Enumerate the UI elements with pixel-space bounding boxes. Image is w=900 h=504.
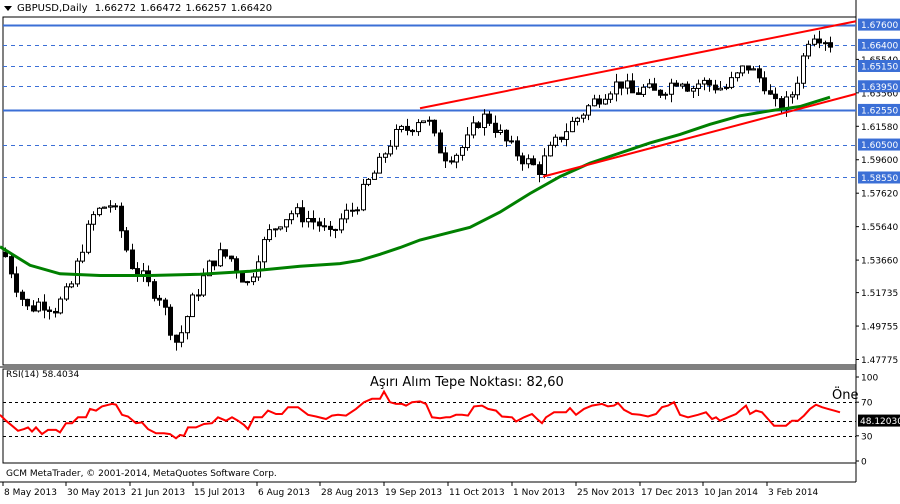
rsi-panel: 100 70 30 0 48.12030	[0, 374, 900, 468]
rsi-tick-label: 100	[861, 374, 878, 384]
moving-average-line	[0, 95, 831, 277]
ohlc-close: 1.66420	[230, 3, 273, 14]
level-price-label: 1.65150	[861, 62, 898, 72]
time-tick-label: 25 Nov 2013	[577, 488, 635, 498]
time-tick-label: 3 Feb 2014	[768, 488, 819, 498]
rsi-tick-label: 30	[861, 432, 873, 442]
price-tick-label: 1.59600	[861, 156, 898, 166]
level-price-tag	[858, 171, 900, 184]
horizontal-levels	[3, 24, 856, 178]
ohlc-low: 1.66257	[185, 3, 227, 14]
price-tick-label: 1.53660	[861, 257, 898, 267]
copyright-text: GCM MetaTrader, © 2001-2014, MetaQuotes …	[6, 469, 277, 479]
rsi-label: RSI(14) 58.4034	[6, 370, 80, 380]
trendline[interactable]	[419, 20, 857, 110]
candlesticks[interactable]	[3, 30, 833, 351]
rsi-line	[0, 389, 841, 440]
ohlc-open: 1.66272	[94, 3, 137, 14]
time-tick-label: 17 Dec 2013	[641, 488, 699, 498]
level-price-tag	[858, 38, 900, 51]
price-panel-frame	[2, 16, 857, 366]
level-price-tag	[858, 59, 900, 72]
time-tick-label: 8 May 2013	[4, 488, 57, 498]
rsi-tick-label: 0	[861, 458, 867, 468]
price-tick-label: 1.55640	[861, 223, 898, 233]
level-price-label: 1.67600	[861, 21, 898, 31]
time-tick-label: 15 Jul 2013	[194, 488, 245, 498]
time-tick-label: 1 Nov 2013	[513, 488, 565, 498]
price-axis: 1.655401.635601.615801.596001.576201.556…	[856, 18, 900, 366]
price-tick-label: 1.61580	[861, 123, 898, 133]
rsi-current-tag	[858, 414, 900, 427]
time-tick-label: 10 Jan 2014	[704, 488, 758, 498]
time-tick-label: 19 Sep 2013	[385, 488, 442, 498]
rsi-current-value: 48.12030	[860, 417, 900, 427]
level-price-label: 1.63950	[861, 83, 898, 93]
price-tick-label: 1.49755	[861, 323, 898, 333]
level-price-label: 1.62550	[861, 106, 898, 116]
dropdown-triangle-icon[interactable]	[4, 5, 12, 11]
time-tick-label: 21 Jun 2013	[131, 488, 185, 498]
level-price-tag	[858, 103, 900, 116]
level-price-label: 1.58550	[861, 174, 898, 184]
chart-header: GBPUSD,Daily 1.66272 1.66472 1.66257 1.6642…	[4, 3, 276, 14]
time-tick-label: 11 Oct 2013	[449, 488, 505, 498]
level-price-label: 1.60500	[861, 141, 898, 151]
level-price-tag	[858, 138, 900, 151]
price-tick-label: 1.51735	[861, 289, 898, 299]
price-tick-label: 1.47775	[861, 356, 898, 366]
ohlc-high: 1.66472	[140, 3, 182, 14]
symbol-timeframe: GBPUSD,Daily	[17, 3, 88, 14]
level-price-label: 1.66400	[861, 41, 898, 51]
right-annotation-partial: Öne	[832, 388, 859, 403]
overbought-annotation: Aşırı Alım Tepe Noktası: 82,60	[370, 375, 564, 390]
time-tick-label: 30 May 2013	[67, 488, 126, 498]
price-tick-label: 1.63560	[861, 89, 898, 99]
time-axis: 8 May 2013 30 May 2013 21 Jun 2013 15 Jul 2…	[2, 482, 819, 498]
time-tick-label: 28 Aug 2013	[321, 488, 379, 498]
level-price-tag	[858, 18, 900, 31]
rsi-tick-label: 70	[861, 399, 873, 409]
time-tick-label: 6 Aug 2013	[258, 488, 310, 498]
level-price-tag	[858, 80, 900, 93]
price-tick-label: 1.57620	[861, 190, 898, 200]
trendline[interactable]	[542, 92, 857, 178]
